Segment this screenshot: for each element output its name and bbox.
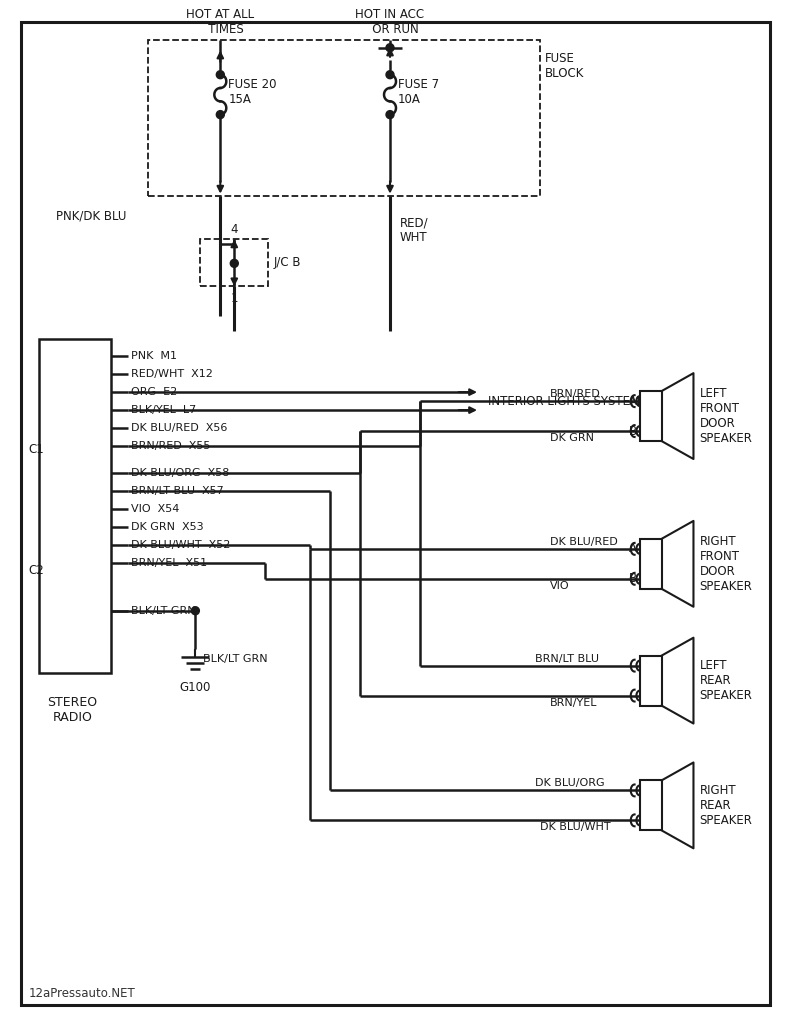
Bar [640, 780, 661, 830]
Text: STEREO
RADIO: STEREO RADIO [47, 695, 97, 724]
Text: HOT IN ACC
   OR RUN: HOT IN ACC OR RUN [355, 8, 425, 36]
Text: FUSE 20
15A: FUSE 20 15A [229, 78, 277, 105]
Text: LEFT
FRONT
DOOR
SPEAKER: LEFT FRONT DOOR SPEAKER [699, 387, 752, 445]
Text: C2: C2 [28, 564, 44, 578]
Text: ORG  E2: ORG E2 [131, 387, 178, 397]
Circle shape [230, 259, 238, 267]
Circle shape [216, 111, 225, 119]
Text: RIGHT
REAR
SPEAKER: RIGHT REAR SPEAKER [699, 784, 752, 827]
Text: BRN/RED: BRN/RED [550, 389, 600, 399]
Text: DK BLU/ORG: DK BLU/ORG [535, 778, 604, 788]
Circle shape [216, 71, 225, 79]
Circle shape [386, 44, 394, 52]
Text: 1: 1 [230, 292, 238, 305]
Text: RED/WHT  X12: RED/WHT X12 [131, 370, 214, 379]
Text: INTERIOR LIGHTS SYSTEM: INTERIOR LIGHTS SYSTEM [488, 394, 640, 408]
Bar [149, 40, 539, 197]
Text: BRN/YEL  X51: BRN/YEL X51 [131, 558, 207, 568]
Text: B: B [628, 425, 637, 437]
Bar [640, 655, 661, 706]
Text: BLK/LT GRN: BLK/LT GRN [131, 606, 196, 615]
Bar [640, 391, 661, 441]
Text: DK GRN  X53: DK GRN X53 [131, 522, 204, 531]
Text: RED/
WHT: RED/ WHT [400, 216, 429, 245]
Bar [200, 240, 268, 287]
Text: G100: G100 [180, 681, 211, 693]
Text: BRN/RED  X55: BRN/RED X55 [131, 441, 211, 451]
Text: HOT AT ALL
   TIMES: HOT AT ALL TIMES [186, 8, 255, 36]
Text: DK BLU/WHT: DK BLU/WHT [539, 822, 611, 833]
Text: BRN/LT BLU  X57: BRN/LT BLU X57 [131, 486, 224, 496]
Text: C1: C1 [28, 442, 44, 456]
Text: BRN/LT BLU: BRN/LT BLU [535, 653, 599, 664]
Circle shape [386, 71, 394, 79]
Text: DK GRN: DK GRN [550, 433, 594, 443]
Text: VIO: VIO [550, 581, 570, 591]
Text: LEFT
REAR
SPEAKER: LEFT REAR SPEAKER [699, 659, 752, 702]
Text: A: A [629, 394, 637, 408]
Bar [39, 339, 111, 673]
Text: FUSE 7
10A: FUSE 7 10A [398, 78, 439, 105]
Text: PNK  M1: PNK M1 [131, 351, 177, 361]
Text: PNK/DK BLU: PNK/DK BLU [55, 210, 126, 223]
Text: 12aPressauto.NET: 12aPressauto.NET [28, 987, 135, 1000]
Circle shape [386, 111, 394, 119]
Text: BRN/YEL: BRN/YEL [550, 697, 597, 708]
Text: J/C B: J/C B [273, 256, 301, 269]
Text: DK BLU/RED  X56: DK BLU/RED X56 [131, 423, 228, 433]
Text: A: A [629, 543, 637, 555]
Text: DK BLU/WHT  X52: DK BLU/WHT X52 [131, 540, 231, 550]
Text: RIGHT
FRONT
DOOR
SPEAKER: RIGHT FRONT DOOR SPEAKER [699, 535, 752, 593]
Text: BLK/LT GRN: BLK/LT GRN [203, 653, 268, 664]
Text: B: B [628, 572, 637, 586]
Bar [640, 539, 661, 589]
Text: DK BLU/RED: DK BLU/RED [550, 537, 618, 547]
Circle shape [191, 607, 199, 614]
Text: FUSE
BLOCK: FUSE BLOCK [545, 52, 584, 80]
Text: VIO  X54: VIO X54 [131, 504, 180, 514]
Text: DK BLU/ORG  X58: DK BLU/ORG X58 [131, 468, 230, 478]
Text: 4: 4 [230, 223, 238, 236]
Text: BLK/YEL  L7: BLK/YEL L7 [131, 406, 197, 415]
